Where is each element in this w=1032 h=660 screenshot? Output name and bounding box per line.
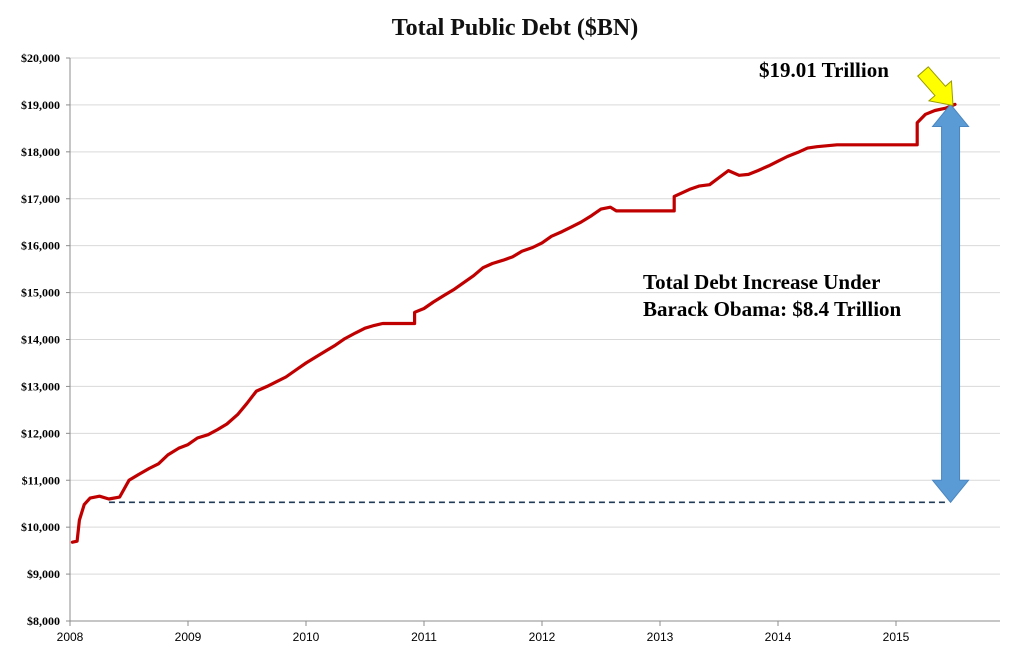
annotation-peak-value: $19.01 Trillion [759, 58, 889, 82]
y-tick-label: $13,000 [21, 379, 60, 393]
y-tick-label: $18,000 [21, 145, 60, 159]
y-tick-label: $17,000 [21, 192, 60, 206]
annotation-increase-line1: Total Debt Increase Under [643, 270, 880, 294]
x-tick-label: 2015 [883, 630, 910, 644]
series-line-0 [70, 102, 957, 544]
yellow-arrow-path [917, 66, 954, 107]
y-tick-label: $15,000 [21, 286, 60, 300]
annotations: $19.01 Trillion Total Debt Increase Unde… [643, 58, 954, 321]
x-tick-label: 2014 [765, 630, 792, 644]
x-tick-label: 2009 [175, 630, 202, 644]
x-tick-label: 2011 [411, 630, 437, 644]
y-tick-label: $14,000 [21, 333, 60, 347]
x-tick-label: 2012 [529, 630, 556, 644]
y-tick-label: $20,000 [21, 51, 60, 65]
chart-title: Total Public Debt ($BN) [392, 15, 638, 41]
y-tick-label: $19,000 [21, 98, 60, 112]
x-tick-label: 2010 [293, 630, 320, 644]
y-tick-label: $11,000 [22, 473, 60, 487]
gridlines [70, 57, 1000, 575]
x-tick-label: 2013 [647, 630, 674, 644]
x-tick-label: 2008 [57, 630, 84, 644]
annotation-increase-line2: Barack Obama: $8.4 Trillion [643, 297, 902, 321]
y-tick-label: $12,000 [21, 426, 60, 440]
x-axis-ticks: 2008 2009 2010 2011 2012 2013 2014 2015 [57, 621, 910, 644]
debt-increase-arrow [931, 103, 970, 504]
yellow-arrow-shape [917, 66, 954, 107]
y-tick-label: $8,000 [27, 614, 60, 628]
y-tick-label: $10,000 [21, 520, 60, 534]
y-tick-label: $16,000 [21, 239, 60, 253]
series-layer [70, 102, 957, 544]
y-axis-ticks: $8,000 $9,000 $10,000 $11,000 $12,000 $13,000… [21, 51, 70, 628]
range-arrow [931, 103, 970, 504]
y-tick-label: $9,000 [27, 567, 60, 581]
yellow-callout-arrow [917, 66, 954, 107]
